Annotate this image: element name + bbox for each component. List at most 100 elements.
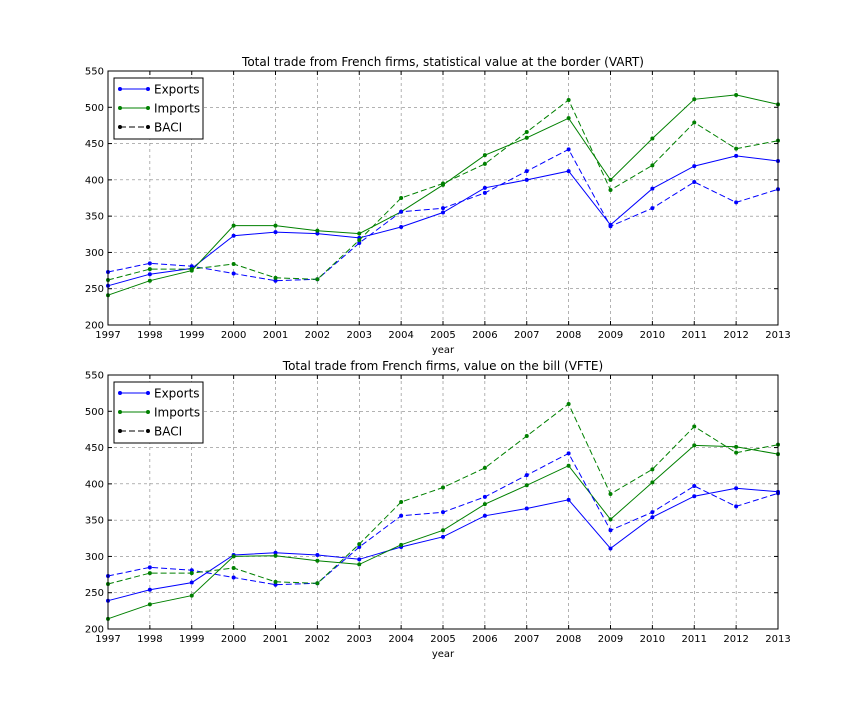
x-tick-label: 2005 bbox=[430, 330, 455, 341]
data-point bbox=[608, 177, 613, 182]
data-point bbox=[692, 164, 697, 169]
x-tick-label: 1997 bbox=[95, 634, 120, 645]
data-point bbox=[650, 186, 655, 191]
data-point bbox=[357, 562, 362, 567]
data-point bbox=[734, 486, 739, 491]
data-point bbox=[482, 185, 487, 190]
data-point bbox=[315, 277, 320, 282]
y-tick-label: 350 bbox=[85, 212, 104, 223]
x-tick-label: 1997 bbox=[95, 330, 120, 341]
data-point bbox=[189, 264, 194, 269]
chart-title: Total trade from French firms, value on … bbox=[282, 359, 603, 373]
legend-marker bbox=[118, 87, 122, 91]
x-tick-label: 2007 bbox=[514, 634, 539, 645]
x-tick-label: 2012 bbox=[723, 330, 748, 341]
data-point bbox=[524, 169, 529, 174]
data-point bbox=[399, 500, 404, 504]
x-axis-label: year bbox=[432, 345, 455, 356]
data-point bbox=[147, 272, 152, 277]
data-point bbox=[608, 224, 613, 229]
data-point bbox=[273, 550, 278, 555]
data-point bbox=[734, 504, 739, 509]
legend-label: Imports bbox=[154, 102, 200, 116]
data-point bbox=[441, 485, 445, 490]
y-tick-label: 250 bbox=[85, 588, 104, 599]
data-point bbox=[482, 190, 487, 195]
x-tick-label: 1999 bbox=[179, 634, 204, 645]
data-point bbox=[734, 146, 739, 151]
data-point bbox=[147, 587, 152, 592]
data-point bbox=[357, 542, 362, 547]
data-point bbox=[189, 593, 194, 598]
data-point bbox=[734, 200, 739, 205]
x-tick-label: 2013 bbox=[765, 330, 790, 341]
legend-label: BACI bbox=[154, 425, 182, 439]
x-tick-label: 2006 bbox=[472, 634, 497, 645]
legend-label: BACI bbox=[154, 121, 182, 135]
data-point bbox=[231, 262, 236, 267]
x-axis-label: year bbox=[432, 649, 455, 660]
x-tick-label: 1998 bbox=[137, 330, 162, 341]
data-point bbox=[357, 544, 362, 549]
data-point bbox=[692, 180, 697, 185]
data-point bbox=[357, 238, 362, 243]
data-point bbox=[566, 98, 571, 103]
data-point bbox=[399, 196, 404, 200]
x-tick-label: 2003 bbox=[347, 634, 372, 645]
data-point bbox=[189, 580, 194, 585]
data-point bbox=[147, 602, 152, 607]
legend-marker bbox=[146, 125, 150, 129]
x-tick-label: 1998 bbox=[137, 634, 162, 645]
chart-panel-2: 1997 1998 1999 2000 2001 2002 2003 2004 2005 2006… bbox=[85, 359, 791, 660]
data-point bbox=[273, 230, 278, 235]
legend-marker bbox=[146, 106, 150, 110]
data-point bbox=[566, 116, 571, 121]
data-point bbox=[566, 402, 571, 407]
data-point bbox=[231, 566, 236, 571]
legend-marker bbox=[146, 429, 150, 433]
legend: Exports Imports BACI bbox=[113, 381, 204, 444]
x-tick-label: 2000 bbox=[221, 330, 246, 341]
legend-marker bbox=[118, 429, 122, 433]
data-point bbox=[734, 450, 739, 455]
data-point bbox=[524, 506, 529, 511]
data-point bbox=[566, 451, 571, 456]
x-tick-label: 2003 bbox=[347, 330, 372, 341]
legend: Exports Imports BACI bbox=[113, 77, 204, 140]
x-tick-label: 2002 bbox=[305, 634, 330, 645]
data-point bbox=[441, 510, 445, 515]
data-point bbox=[566, 169, 571, 174]
y-tick-label: 250 bbox=[85, 284, 104, 295]
y-tick-label: 200 bbox=[85, 321, 104, 332]
x-tick-label: 2008 bbox=[556, 330, 581, 341]
data-point bbox=[692, 97, 697, 102]
data-point bbox=[608, 546, 613, 551]
data-point bbox=[608, 528, 613, 533]
y-tick-label: 300 bbox=[85, 552, 104, 563]
data-point bbox=[482, 161, 487, 166]
data-point bbox=[524, 129, 529, 134]
x-tick-label: 2006 bbox=[472, 330, 497, 341]
data-point bbox=[441, 181, 445, 186]
data-point bbox=[399, 513, 404, 518]
legend-label: Exports bbox=[154, 387, 200, 401]
data-point bbox=[524, 177, 529, 182]
data-point bbox=[441, 210, 445, 215]
data-point bbox=[650, 467, 655, 472]
data-point bbox=[147, 267, 152, 272]
x-tick-label: 2013 bbox=[765, 634, 790, 645]
data-point bbox=[315, 581, 320, 586]
data-point bbox=[399, 225, 404, 230]
data-point bbox=[147, 565, 152, 570]
y-tick-label: 550 bbox=[85, 67, 104, 78]
data-point bbox=[273, 553, 278, 558]
legend-marker bbox=[146, 87, 150, 91]
data-point bbox=[441, 528, 445, 533]
data-point bbox=[273, 582, 278, 587]
data-point bbox=[524, 433, 529, 438]
data-point bbox=[692, 424, 697, 429]
data-point bbox=[189, 571, 194, 576]
x-tick-label: 2008 bbox=[556, 634, 581, 645]
data-point bbox=[524, 473, 529, 478]
data-point bbox=[273, 278, 278, 283]
